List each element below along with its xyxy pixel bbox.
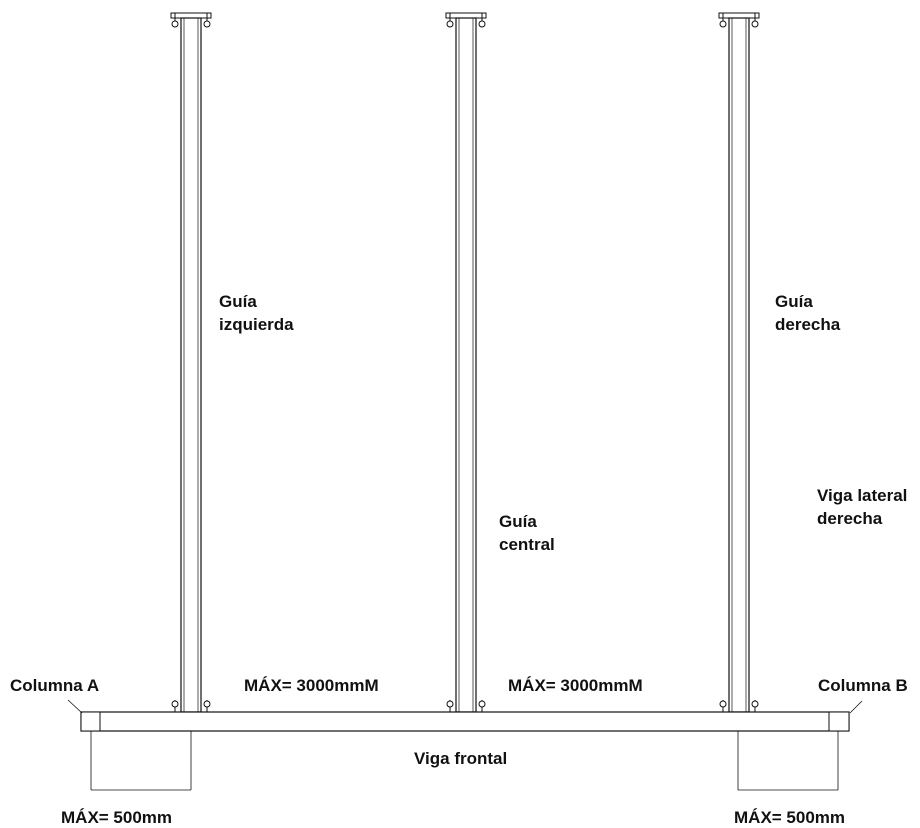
column-b-block — [828, 711, 850, 732]
guide-right-label-line2: derecha — [775, 315, 841, 334]
side-beam-right-label: Viga lateral derecha — [817, 486, 912, 528]
guide-right-label-line1: Guía — [775, 292, 813, 311]
max-overhang-left-label: MÁX= 500mm — [61, 808, 172, 827]
max-span-right-label: MÁX= 3000mmM — [508, 676, 643, 695]
column-b-leader — [849, 700, 863, 714]
front-beam — [80, 711, 850, 732]
guide-left-label-line2: izquierda — [219, 315, 294, 334]
max-overhang-right-label: MÁX= 500mm — [734, 808, 845, 827]
guide-center-label-line1: Guía — [499, 512, 537, 531]
overhang-left-dimension — [90, 731, 192, 791]
column-a-block — [80, 711, 101, 732]
guide-left — [170, 12, 212, 713]
guide-right — [718, 12, 760, 713]
guide-center — [445, 12, 487, 713]
side-beam-right-label-line2: derecha — [817, 509, 883, 528]
guide-center-label: Guía central — [499, 512, 555, 554]
side-beam-right-label-line1: Viga lateral — [817, 486, 907, 505]
column-b-label: Columna B — [818, 676, 908, 695]
guide-left-label-line1: Guía — [219, 292, 257, 311]
max-span-left-label: MÁX= 3000mmM — [244, 676, 379, 695]
overhang-right-dimension — [737, 731, 839, 791]
front-beam-label: Viga frontal — [414, 749, 507, 768]
column-a-label: Columna A — [10, 676, 99, 695]
column-a-leader — [67, 699, 83, 714]
guide-center-label-line2: central — [499, 535, 555, 554]
guide-right-label: Guía derecha — [775, 292, 841, 334]
guide-left-label: Guía izquierda — [219, 292, 294, 334]
